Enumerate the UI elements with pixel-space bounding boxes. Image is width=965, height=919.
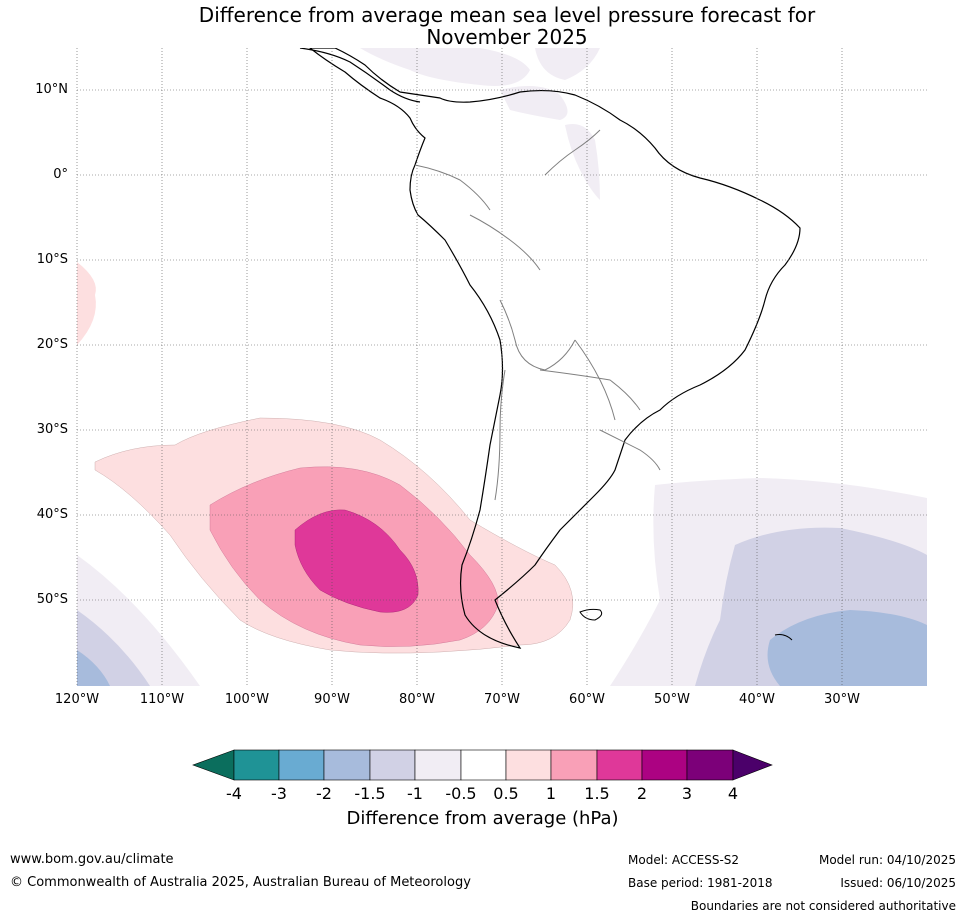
lat-label-20s: 20°S <box>36 337 68 352</box>
anomaly-contour-southwest-3 <box>77 650 110 686</box>
colorbar-bin-7 <box>505 749 552 781</box>
anomaly-contour-north-guiana <box>565 124 600 200</box>
colorbar-tick-minus2: -2 <box>316 784 332 803</box>
anomaly-contour-north-caribbean <box>360 48 530 86</box>
footer-model-run: Model run: 04/10/2025 <box>818 853 956 867</box>
map-title-line2: November 2025 <box>426 25 588 49</box>
lon-label-110w: 110°W <box>139 692 185 707</box>
south-georgia-island <box>774 634 793 641</box>
central-america-coastline <box>299 48 421 103</box>
graticule <box>76 48 927 686</box>
lat-label-0: 0° <box>53 167 68 182</box>
lon-label-40w: 40°W <box>739 692 775 707</box>
lat-label-10n: 10°N <box>35 82 68 97</box>
map-title-line1: Difference from average mean sea level p… <box>198 3 816 27</box>
colorbar-title: Difference from average (hPa) <box>346 808 619 829</box>
anomaly-contour-north-east <box>535 48 600 80</box>
anomaly-contour-atlantic-1-5 <box>767 610 927 686</box>
colorbar-tick-3: 3 <box>681 784 693 803</box>
anomaly-contour-west-patch <box>77 262 96 345</box>
footer-issued: Issued: 06/10/2025 <box>840 876 956 890</box>
lon-label-100w: 100°W <box>224 692 270 707</box>
colorbar-bin-11 <box>686 749 734 781</box>
colorbar-tick-minus1: -1 <box>407 784 423 803</box>
colorbar-bin-8 <box>550 749 598 781</box>
footer-model: Model: ACCESS-S2 <box>628 853 740 867</box>
colorbar-tick-minus4: -4 <box>226 784 242 803</box>
colorbar-tick-0-5: 0.5 <box>493 784 519 803</box>
colorbar-bin-4 <box>369 749 416 781</box>
colorbar <box>192 749 773 781</box>
falkland-islands <box>579 608 603 621</box>
colorbar-bin-6 <box>460 749 507 781</box>
colorbar-bin-3 <box>323 749 371 781</box>
lon-label-60w: 60°W <box>569 692 605 707</box>
lon-label-70w: 70°W <box>484 692 520 707</box>
lon-label-120w: 120°W <box>54 692 100 707</box>
lon-label-90w: 90°W <box>314 692 350 707</box>
colorbar-extend-high <box>732 749 773 781</box>
map-title: Difference from average mean sea level p… <box>0 4 965 48</box>
anomaly-contour-pacific-1-5 <box>294 509 419 613</box>
lat-label-50s: 50°S <box>36 592 68 607</box>
colorbar-bin-10 <box>641 749 688 781</box>
colorbar-tick-4: 4 <box>727 784 739 803</box>
colorbar-bin-1 <box>233 749 280 781</box>
colorbar-bin-9 <box>596 749 643 781</box>
lat-label-40s: 40°S <box>36 507 68 522</box>
lat-label-10s: 10°S <box>36 252 68 267</box>
colorbar-extend-low <box>192 749 235 781</box>
lat-label-30s: 30°S <box>36 422 68 437</box>
south-america-coastline <box>309 48 801 649</box>
colorbar-bin-5 <box>414 749 462 781</box>
footer-website: www.bom.gov.au/climate <box>10 852 174 867</box>
footer-copyright: © Commonwealth of Australia 2025, Austra… <box>10 875 471 890</box>
colorbar-tick-minus1-5: -1.5 <box>354 784 386 803</box>
colorbar-tick-1-5: 1.5 <box>584 784 610 803</box>
lon-label-50w: 50°W <box>654 692 690 707</box>
colorbar-tick-minus3: -3 <box>271 784 287 803</box>
footer-disclaimer: Boundaries are not considered authoritat… <box>690 899 956 913</box>
colorbar-bin-2 <box>278 749 325 781</box>
colorbar-tick-1: 1 <box>545 784 557 803</box>
colorbar-tick-2: 2 <box>636 784 648 803</box>
footer-base-period: Base period: 1981-2018 <box>628 876 773 890</box>
lon-label-80w: 80°W <box>399 692 435 707</box>
lon-label-30w: 30°W <box>824 692 860 707</box>
colorbar-tick-minus0-5: -0.5 <box>445 784 477 803</box>
anomaly-contour-north-venezuela <box>500 86 568 120</box>
